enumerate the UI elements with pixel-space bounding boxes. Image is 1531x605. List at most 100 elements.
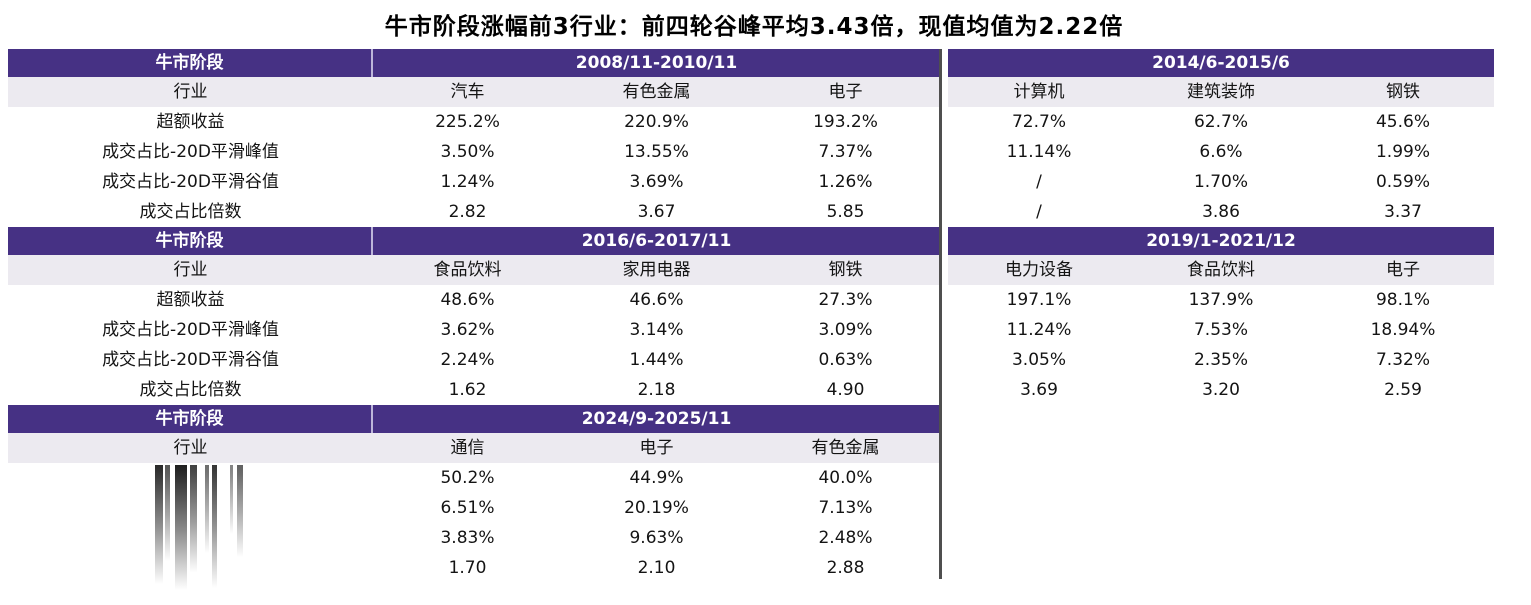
table-cell: 1.62 bbox=[373, 375, 562, 405]
metric-label: 成交占比-20D平滑峰值 bbox=[8, 315, 373, 345]
bull-market-stages-table: 牛市阶段 2008/11-2010/11 2014/6-2015/6 行业 汽车… bbox=[8, 49, 1494, 595]
table-cell: 3.62% bbox=[373, 315, 562, 345]
section1-industry-row: 行业 汽车 有色金属 电子 计算机 建筑装饰 钢铁 bbox=[8, 77, 1494, 107]
industry-cell: 建筑装饰 bbox=[1130, 77, 1312, 107]
section2-excess-return-row: 超额收益 48.6% 46.6% 27.3% 197.1% 137.9% 98.… bbox=[8, 285, 1494, 315]
industry-cell: 电子 bbox=[751, 77, 940, 107]
period-cell: 2014/6-2015/6 bbox=[948, 49, 1494, 77]
table-cell: 0.63% bbox=[751, 345, 940, 375]
table-cell: 3.83% bbox=[373, 523, 562, 553]
table-cell: 2.82 bbox=[373, 197, 562, 227]
industry-cell: 有色金属 bbox=[751, 433, 940, 463]
table-cell: 1.70% bbox=[1130, 167, 1312, 197]
section3-header-row: 牛市阶段 2024/9-2025/11 bbox=[8, 405, 1494, 433]
section3-peak-row: 6.51% 20.19% 7.13% bbox=[8, 493, 1494, 523]
section2-multiple-row: 成交占比倍数 1.62 2.18 4.90 3.69 3.20 2.59 bbox=[8, 375, 1494, 405]
table-cell: 3.50% bbox=[373, 137, 562, 167]
section3-industry-row: 行业 通信 电子 有色金属 bbox=[8, 433, 1494, 463]
industry-cell: 食品饮料 bbox=[373, 255, 562, 285]
section1-trough-row: 成交占比-20D平滑谷值 1.24% 3.69% 1.26% / 1.70% 0… bbox=[8, 167, 1494, 197]
metric-label-smeared bbox=[8, 463, 373, 493]
table-cell: 3.67 bbox=[562, 197, 751, 227]
table-cell: 3.05% bbox=[948, 345, 1130, 375]
industry-cell: 计算机 bbox=[948, 77, 1130, 107]
section1-header-row: 牛市阶段 2008/11-2010/11 2014/6-2015/6 bbox=[8, 49, 1494, 77]
table-cell: 197.1% bbox=[948, 285, 1130, 315]
table-cell: 1.24% bbox=[373, 167, 562, 197]
table-cell: 2.18 bbox=[562, 375, 751, 405]
metric-label: 超额收益 bbox=[8, 107, 373, 137]
table-vertical-divider bbox=[939, 49, 942, 579]
table-cell: 45.6% bbox=[1312, 107, 1494, 137]
table-cell: 3.69% bbox=[562, 167, 751, 197]
table-cell: 48.6% bbox=[373, 285, 562, 315]
industry-label: 行业 bbox=[8, 433, 373, 463]
metric-label: 超额收益 bbox=[8, 285, 373, 315]
table-cell: 3.14% bbox=[562, 315, 751, 345]
table-cell: 2.10 bbox=[562, 553, 751, 583]
stage-label: 牛市阶段 bbox=[8, 405, 373, 433]
metric-label-smeared bbox=[8, 523, 373, 553]
table-cell: / bbox=[948, 167, 1130, 197]
period-cell: 2008/11-2010/11 bbox=[373, 49, 940, 77]
table-cell: 11.14% bbox=[948, 137, 1130, 167]
table-cell: 193.2% bbox=[751, 107, 940, 137]
metric-label-smeared bbox=[8, 553, 373, 583]
page-title: 牛市阶段涨幅前3行业：前四轮谷峰平均3.43倍，现值均值为2.22倍 bbox=[384, 14, 1124, 40]
table-cell: 5.85 bbox=[751, 197, 940, 227]
industry-cell: 家用电器 bbox=[562, 255, 751, 285]
table-cell: 40.0% bbox=[751, 463, 940, 493]
table-cell: 2.59 bbox=[1312, 375, 1494, 405]
metric-label: 成交占比-20D平滑峰值 bbox=[8, 137, 373, 167]
industry-cell: 有色金属 bbox=[562, 77, 751, 107]
table-cell: 1.70 bbox=[373, 553, 562, 583]
industry-cell: 电子 bbox=[1312, 255, 1494, 285]
industry-label: 行业 bbox=[8, 77, 373, 107]
table-cell: 11.24% bbox=[948, 315, 1130, 345]
section3-excess-return-row: 50.2% 44.9% 40.0% bbox=[8, 463, 1494, 493]
table-cell: 46.6% bbox=[562, 285, 751, 315]
table-cell: 2.35% bbox=[1130, 345, 1312, 375]
metric-label: 成交占比倍数 bbox=[8, 375, 373, 405]
section2-peak-row: 成交占比-20D平滑峰值 3.62% 3.14% 3.09% 11.24% 7.… bbox=[8, 315, 1494, 345]
industry-cell: 钢铁 bbox=[1312, 77, 1494, 107]
section1-multiple-row: 成交占比倍数 2.82 3.67 5.85 / 3.86 3.37 bbox=[8, 197, 1494, 227]
table-cell: 3.86 bbox=[1130, 197, 1312, 227]
industry-cell: 汽车 bbox=[373, 77, 562, 107]
period-cell: 2019/1-2021/12 bbox=[948, 227, 1494, 255]
table-cell: 27.3% bbox=[751, 285, 940, 315]
table-cell: / bbox=[948, 197, 1130, 227]
table-cell: 9.63% bbox=[562, 523, 751, 553]
stage-label: 牛市阶段 bbox=[8, 227, 373, 255]
table-cell: 0.59% bbox=[1312, 167, 1494, 197]
table-cell: 6.51% bbox=[373, 493, 562, 523]
table-cell: 7.53% bbox=[1130, 315, 1312, 345]
table-cell: 2.48% bbox=[751, 523, 940, 553]
industry-cell: 钢铁 bbox=[751, 255, 940, 285]
table-cell: 2.24% bbox=[373, 345, 562, 375]
table-cell: 18.94% bbox=[1312, 315, 1494, 345]
section2-industry-row: 行业 食品饮料 家用电器 钢铁 电力设备 食品饮料 电子 bbox=[8, 255, 1494, 285]
section2-header-row: 牛市阶段 2016/6-2017/11 2019/1-2021/12 bbox=[8, 227, 1494, 255]
table-cell: 2.88 bbox=[751, 553, 940, 583]
metric-label: 成交占比-20D平滑谷值 bbox=[8, 345, 373, 375]
table-cell: 1.44% bbox=[562, 345, 751, 375]
table-cell: 137.9% bbox=[1130, 285, 1312, 315]
table-cell: 7.37% bbox=[751, 137, 940, 167]
industry-cell: 食品饮料 bbox=[1130, 255, 1312, 285]
table-cell: 220.9% bbox=[562, 107, 751, 137]
table-cell: 1.99% bbox=[1312, 137, 1494, 167]
metric-label: 成交占比-20D平滑谷值 bbox=[8, 167, 373, 197]
table-cell: 20.19% bbox=[562, 493, 751, 523]
table-cell: 3.20 bbox=[1130, 375, 1312, 405]
table-cell: 4.90 bbox=[751, 375, 940, 405]
table-cell: 6.6% bbox=[1130, 137, 1312, 167]
table-cell: 3.69 bbox=[948, 375, 1130, 405]
section1-peak-row: 成交占比-20D平滑峰值 3.50% 13.55% 7.37% 11.14% 6… bbox=[8, 137, 1494, 167]
table-cell: 3.09% bbox=[751, 315, 940, 345]
table-cell: 7.32% bbox=[1312, 345, 1494, 375]
table-cell: 62.7% bbox=[1130, 107, 1312, 137]
table-cell: 50.2% bbox=[373, 463, 562, 493]
table-cell: 225.2% bbox=[373, 107, 562, 137]
section3-multiple-row: 1.70 2.10 2.88 bbox=[8, 553, 1494, 583]
